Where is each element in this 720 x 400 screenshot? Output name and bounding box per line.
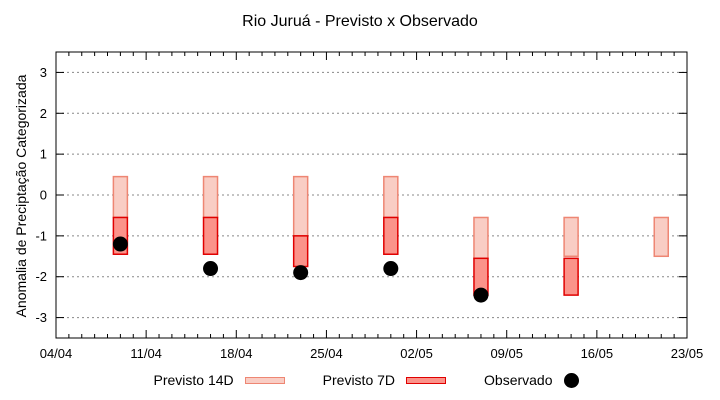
observado-dot [203, 261, 219, 277]
x-tick-label: 09/05 [490, 346, 523, 361]
y-tick-label: 3 [40, 65, 47, 80]
x-tick-label: 11/04 [130, 346, 162, 361]
y-tick-label: 2 [40, 106, 47, 121]
bar-previsto-7d [383, 216, 399, 255]
x-tick-label: 18/04 [220, 346, 253, 361]
bar-previsto-7d [202, 216, 219, 255]
chart-title: Rio Juruá - Previsto x Observado [242, 13, 478, 30]
legend-item-previsto-7d: Previsto 7D [322, 372, 447, 388]
legend-label-previsto-7d: Previsto 7D [322, 372, 396, 388]
legend-label-previsto-14d: Previsto 14D [153, 372, 234, 388]
y-tick-label: -3 [35, 310, 47, 325]
bar-previsto-14d [653, 216, 669, 258]
bar-previsto-14d [202, 175, 219, 219]
bar-previsto-7d [563, 257, 579, 296]
legend-item-previsto-14d: Previsto 14D [154, 372, 285, 388]
bar-previsto-14d [473, 216, 489, 260]
plot-border [55, 51, 688, 339]
bar-previsto-14d [112, 175, 129, 219]
legend-item-observado: Observado [484, 372, 579, 388]
legend-marker-observado-icon [563, 372, 579, 388]
y-tick-label: -2 [35, 269, 47, 284]
x-tick-label: 25/04 [310, 346, 343, 361]
y-tick-label: -1 [35, 228, 47, 243]
x-tick-label: 16/05 [581, 346, 614, 361]
legend-swatch-previsto-14d [244, 376, 285, 384]
bar-previsto-14d [383, 175, 399, 219]
legend-swatch-previsto-7d [406, 376, 447, 384]
bar-previsto-14d [292, 175, 309, 237]
observado-dot [473, 287, 489, 303]
observado-dot [112, 236, 128, 252]
x-tick-label: 23/05 [671, 346, 704, 361]
observado-dot [383, 261, 399, 277]
x-tick-label: 02/05 [400, 346, 433, 361]
y-tick-label: 1 [40, 147, 47, 162]
bar-previsto-14d [563, 216, 579, 258]
x-tick-label: 04/04 [40, 346, 73, 361]
legend: Previsto 14D Previsto 7D Observado [0, 372, 720, 388]
bar-previsto-7d [292, 235, 309, 268]
legend-label-observado: Observado [484, 372, 553, 388]
y-tick-label: 0 [40, 188, 47, 203]
observado-dot [293, 265, 309, 281]
